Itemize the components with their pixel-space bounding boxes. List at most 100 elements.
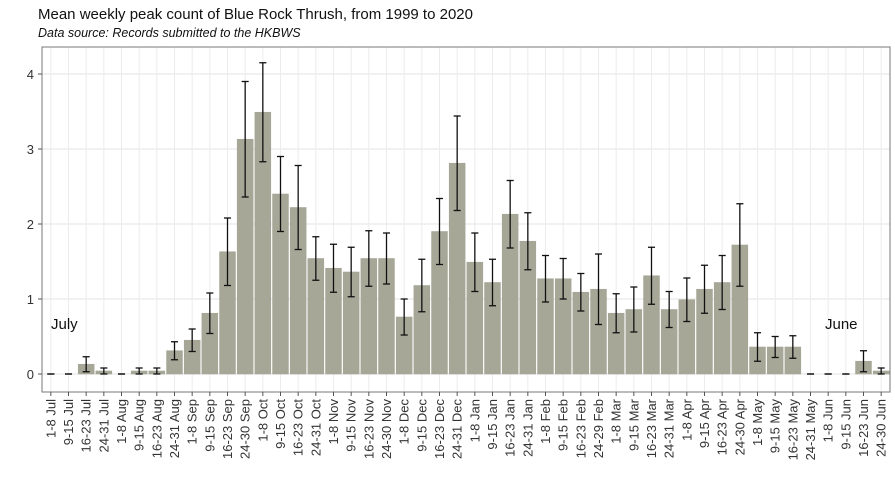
error-bar [206, 292, 214, 335]
x-tick-label: 16-23 Dec [432, 399, 447, 459]
x-tick-label: 1-8 Mar [609, 398, 624, 443]
error-bar [877, 367, 885, 375]
x-tick-label: 24-30 Apr [732, 398, 747, 455]
annotation: July [51, 316, 78, 333]
error-bar [418, 258, 426, 313]
chart-subtitle: Data source: Records submitted to the HK… [38, 26, 301, 40]
error-bar [135, 367, 143, 375]
x-tick-label: 1-8 Jun [821, 399, 836, 442]
error-bar [506, 179, 514, 249]
x-tick-label: 9-15 Mar [626, 398, 641, 451]
x-tick-label: 1-8 Jul [43, 399, 58, 438]
x-tick-label: 1-8 Aug [114, 399, 129, 444]
error-bar [471, 232, 479, 293]
error-bar [647, 246, 656, 305]
y-tick-label: 1 [27, 292, 34, 307]
error-bar [559, 257, 567, 300]
x-tick-label: 1-8 Apr [679, 398, 694, 441]
x-tick-label: 24-30 Sep [238, 399, 253, 459]
error-bar [259, 62, 267, 163]
grid-layer [42, 47, 890, 392]
y-tick-label: 2 [27, 217, 34, 232]
x-tick-label: 24-31 Jan [520, 399, 535, 457]
x-tick-label: 16-23 Oct [291, 399, 306, 456]
error-bar [859, 350, 868, 373]
x-tick-label: 16-23 Mar [644, 398, 659, 458]
x-tick-label: 24-29 Feb [591, 399, 606, 458]
error-bar [736, 203, 744, 287]
error-bar [594, 253, 603, 326]
x-tick-label: 9-15 Aug [132, 399, 147, 451]
x-tick-label: 9-15 Dec [414, 399, 429, 452]
error-bar [453, 115, 461, 212]
error-bar [577, 272, 585, 312]
x-tick-label: 1-8 Feb [538, 399, 553, 444]
x-tick-label: 1-8 Nov [326, 399, 341, 445]
x-tick-label: 24-31 Aug [167, 399, 182, 458]
x-tick-label: 16-23 Feb [573, 399, 588, 458]
x-tick-label: 24-31 Dec [450, 399, 465, 459]
error-bar [665, 290, 673, 329]
x-tick-label: 16-23 Jun [856, 399, 871, 457]
error-bar [223, 217, 232, 287]
x-tick-label: 16-23 Nov [361, 399, 376, 459]
error-bar [771, 335, 779, 359]
error-bar [170, 341, 179, 361]
y-tick-label: 0 [27, 367, 34, 382]
plot-border [41, 46, 891, 393]
x-tick-label: 9-15 May [768, 399, 783, 454]
error-bar [524, 212, 532, 271]
x-tick-label: 1-8 May [750, 399, 765, 446]
x-tick-label: 1-8 Sep [185, 399, 200, 445]
error-bar [82, 356, 90, 373]
error-bar [312, 236, 320, 281]
y-tick-label: 4 [27, 67, 34, 82]
x-tick-label: 16-23 May [785, 399, 800, 461]
x-tick-label: 16-23 Aug [149, 399, 164, 458]
error-bar [153, 367, 161, 375]
x-tick-label: 1-8 Dec [397, 399, 412, 445]
error-bar [188, 328, 196, 353]
x-tick-label: 9-15 Nov [344, 399, 359, 452]
x-tick-label: 16-23 Sep [220, 399, 235, 459]
x-tick-label: 9-15 Apr [697, 398, 712, 448]
x-tick-label: 9-15 Jan [485, 399, 500, 450]
x-tick-label: 9-15 Jul [61, 399, 76, 445]
error-bar [630, 286, 638, 333]
error-bar [683, 277, 691, 323]
error-bar [789, 335, 797, 359]
x-tick-label: 9-15 Sep [202, 399, 217, 452]
error-bar [365, 230, 373, 287]
error-bar [276, 155, 285, 233]
error-bar [382, 232, 391, 285]
chart-title: Mean weekly peak count of Blue Rock Thru… [38, 6, 473, 23]
x-tick-label: 9-15 Oct [273, 399, 288, 449]
bar-layer [47, 62, 890, 375]
x-tick-label: 1-8 Jan [467, 399, 482, 442]
x-tick-label: 24-31 Mar [662, 398, 677, 458]
error-bar [329, 243, 338, 293]
error-bar [400, 298, 408, 336]
x-tick-label: 24-31 Oct [308, 399, 323, 456]
x-tick-label: 1-8 Oct [255, 399, 270, 442]
error-bar [700, 264, 709, 314]
error-bar [541, 254, 550, 303]
y-tick-label: 3 [27, 142, 34, 157]
x-tick-label: 24-31 Jul [96, 399, 111, 453]
error-bar [435, 197, 444, 266]
error-bar [488, 258, 497, 307]
error-bar [612, 293, 620, 334]
x-tick-label: 16-23 Jan [503, 399, 518, 457]
error-bar [347, 246, 355, 298]
x-tick-label: 24-30 Nov [379, 399, 394, 459]
error-bar [294, 164, 302, 251]
annotation: June [825, 316, 858, 333]
x-tick-label: 9-15 Jun [838, 399, 853, 450]
x-tick-label: 9-15 Feb [556, 399, 571, 451]
error-bar [753, 332, 762, 362]
x-tick-label: 16-23 Jul [79, 399, 94, 453]
x-tick-label: 16-23 Apr [715, 398, 730, 455]
error-bar [241, 80, 249, 198]
